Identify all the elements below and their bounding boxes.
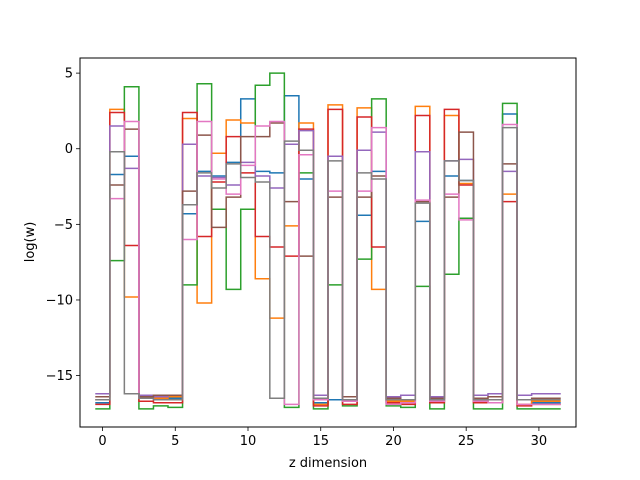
y-tick-label: −10	[46, 293, 73, 308]
x-tick-label: 10	[240, 434, 257, 449]
y-tick-label: 5	[65, 67, 73, 82]
x-tick-label: 25	[458, 434, 475, 449]
x-tick-label: 15	[312, 434, 329, 449]
x-axis-label: z dimension	[289, 456, 367, 471]
y-axis-label: log(w)	[23, 222, 38, 263]
x-tick-label: 20	[385, 434, 402, 449]
y-tick-label: −15	[46, 369, 73, 384]
x-tick-label: 0	[98, 434, 106, 449]
x-tick-label: 5	[171, 434, 179, 449]
x-tick-label: 30	[531, 434, 548, 449]
series-layer	[95, 72, 561, 410]
y-tick-label: −5	[54, 218, 73, 233]
y-tick-label: 0	[65, 142, 73, 157]
plot-frame	[79, 57, 577, 428]
y-ticks: 5 0 −5 −10 −15	[46, 67, 80, 384]
series-line-8	[95, 126, 561, 401]
x-ticks: 0 5 10 15 20 25 30	[98, 427, 547, 449]
